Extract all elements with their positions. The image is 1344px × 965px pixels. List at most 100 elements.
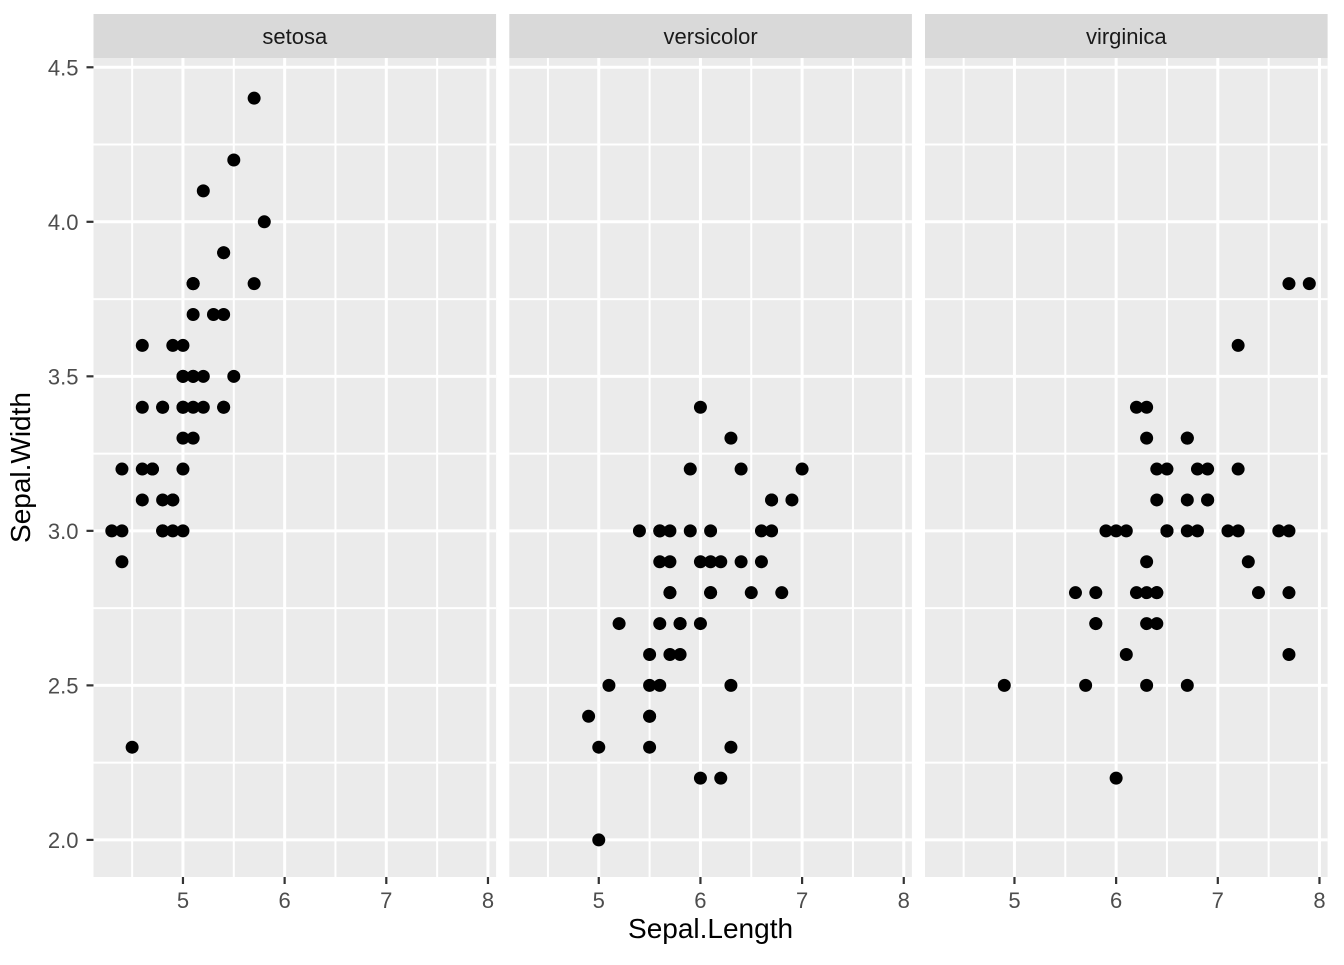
data-point: [156, 524, 170, 538]
data-point: [1140, 586, 1154, 600]
x-tick-label: 5: [1008, 888, 1020, 913]
data-point: [592, 833, 606, 847]
y-tick-label: 3.0: [48, 519, 79, 544]
x-tick-label: 8: [898, 888, 910, 913]
panel-background: [925, 58, 1328, 877]
data-point: [653, 555, 667, 569]
data-point: [693, 771, 707, 785]
data-point: [1099, 524, 1113, 538]
data-point: [247, 277, 261, 291]
data-point: [217, 308, 231, 322]
data-point: [206, 308, 220, 322]
data-point: [643, 740, 657, 754]
data-point: [196, 369, 210, 383]
data-point: [186, 277, 200, 291]
data-point: [1190, 462, 1204, 476]
data-point: [1190, 524, 1204, 538]
data-point: [186, 431, 200, 445]
data-point: [1221, 524, 1235, 538]
data-point: [602, 678, 616, 692]
facet-panel-setosa: setosa 5 6 7 8: [93, 14, 497, 913]
data-point: [653, 524, 667, 538]
data-point: [663, 647, 677, 661]
data-point: [227, 369, 241, 383]
data-point: [744, 586, 758, 600]
data-point: [1282, 524, 1296, 538]
data-point: [714, 555, 728, 569]
data-point: [125, 740, 139, 754]
data-point: [1150, 586, 1164, 600]
data-point: [1201, 493, 1215, 507]
data-point: [176, 338, 190, 352]
data-point: [997, 678, 1011, 692]
data-point: [1150, 617, 1164, 631]
data-point: [1231, 524, 1245, 538]
data-point: [186, 400, 200, 414]
data-point: [1282, 586, 1296, 600]
data-point: [1180, 493, 1194, 507]
data-point: [176, 431, 190, 445]
x-axis-title: Sepal.Length: [628, 913, 793, 944]
y-tick-label: 4.0: [48, 210, 79, 235]
data-point: [704, 586, 718, 600]
data-point: [1079, 678, 1093, 692]
data-point: [683, 462, 697, 476]
facet-strip: [925, 14, 1328, 58]
data-point: [176, 400, 190, 414]
data-point: [734, 555, 748, 569]
data-point: [582, 709, 596, 723]
data-point: [115, 555, 129, 569]
data-point: [714, 771, 728, 785]
data-point: [765, 524, 779, 538]
data-point: [704, 524, 718, 538]
data-point: [1089, 617, 1103, 631]
data-point: [1129, 400, 1143, 414]
data-point: [663, 586, 677, 600]
data-point: [1282, 647, 1296, 661]
x-tick-label: 8: [482, 888, 494, 913]
data-point: [156, 400, 170, 414]
data-point: [1140, 555, 1154, 569]
x-tick-label: 7: [380, 888, 392, 913]
data-point: [1180, 524, 1194, 538]
data-point: [115, 524, 129, 538]
x-tick-label: 6: [694, 888, 706, 913]
x-tick-label: 5: [593, 888, 605, 913]
data-point: [754, 524, 768, 538]
data-point: [673, 647, 687, 661]
data-point: [673, 617, 687, 631]
data-point: [1089, 586, 1103, 600]
y-axis-title: Sepal.Width: [5, 392, 36, 543]
x-tick-label: 7: [796, 888, 808, 913]
facet-panel-versicolor: versicolor 5 6 7 8: [509, 14, 912, 913]
data-point: [227, 153, 241, 167]
data-point: [663, 524, 677, 538]
data-point: [115, 462, 129, 476]
data-point: [775, 586, 789, 600]
data-point: [1272, 524, 1286, 538]
data-point: [1140, 617, 1154, 631]
data-point: [1180, 431, 1194, 445]
data-point: [632, 524, 646, 538]
data-point: [754, 555, 768, 569]
data-point: [1150, 493, 1164, 507]
data-point: [1129, 586, 1143, 600]
y-tick-label: 2.0: [48, 828, 79, 853]
data-point: [1302, 277, 1316, 291]
data-point: [643, 647, 657, 661]
data-point: [693, 400, 707, 414]
data-point: [196, 184, 210, 198]
x-tick-label: 5: [177, 888, 189, 913]
data-point: [1160, 524, 1174, 538]
data-point: [105, 524, 119, 538]
data-point: [166, 338, 180, 352]
data-point: [135, 400, 149, 414]
y-axis: 2.0 2.5 3.0 3.5 4.0 4.5: [48, 55, 94, 853]
data-point: [653, 617, 667, 631]
x-tick-label: 6: [279, 888, 291, 913]
data-point: [135, 493, 149, 507]
data-point: [176, 462, 190, 476]
data-point: [156, 493, 170, 507]
